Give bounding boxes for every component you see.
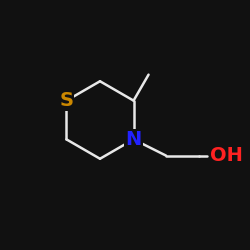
Text: OH: OH xyxy=(210,146,242,165)
Text: S: S xyxy=(60,91,74,110)
Text: N: N xyxy=(126,130,142,149)
